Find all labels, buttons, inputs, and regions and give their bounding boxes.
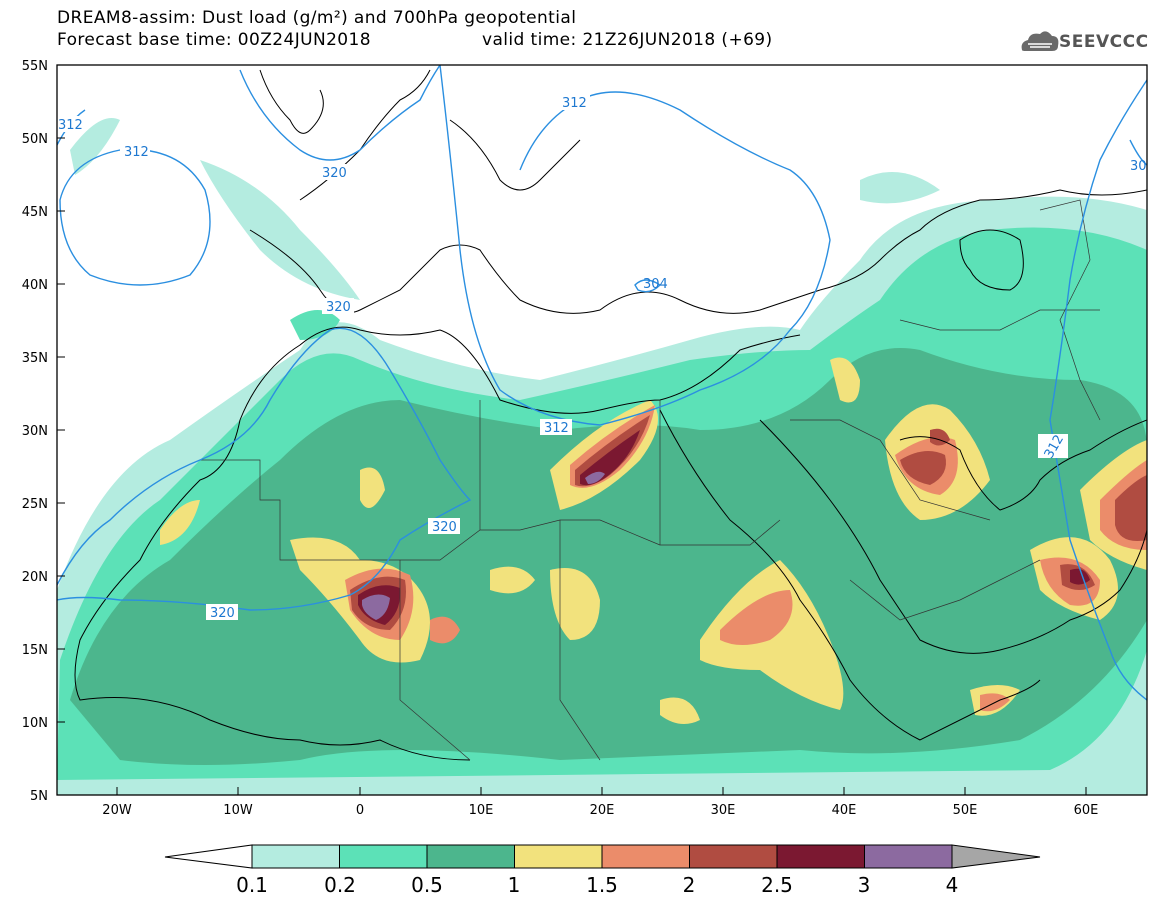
valid-time: valid time: 21Z26JUN2018 (+69) bbox=[482, 30, 773, 50]
colorbar-cell bbox=[426, 844, 515, 869]
lon-ticks bbox=[116, 787, 1087, 795]
lon-labels: 20W 10W 0 10E 20E 30E 40E 50E 60E bbox=[102, 803, 1098, 818]
colorbar-label: 2.5 bbox=[761, 873, 793, 897]
lat-label: 50N bbox=[22, 132, 48, 147]
colorbar-cell bbox=[339, 844, 428, 869]
colorbar-cell bbox=[251, 844, 340, 869]
colorbar-cell bbox=[776, 844, 865, 869]
logo-text: SEEVCCC bbox=[1059, 32, 1149, 52]
lat-label: 20N bbox=[22, 570, 48, 585]
contour-label: 320 bbox=[432, 520, 457, 535]
borders bbox=[200, 199, 1101, 761]
cloud-logo-icon bbox=[1021, 31, 1059, 51]
lat-label: 10N bbox=[22, 716, 48, 731]
lon-label: 10W bbox=[223, 803, 253, 818]
title-line-1: DREAM8-assim: Dust load (g/m²) and 700hP… bbox=[57, 8, 577, 28]
lat-label: 55N bbox=[22, 59, 48, 74]
lon-label: 40E bbox=[832, 803, 857, 818]
colorbar-low-arrow bbox=[164, 844, 253, 869]
lat-labels: 55N 50N 45N 40N 35N 30N 25N 20N 15N 10N … bbox=[22, 59, 48, 804]
colorbar: 0.1 0.2 0.5 1 1.5 2 2.5 3 4 bbox=[164, 844, 1041, 897]
contour-label: 30 bbox=[1130, 159, 1147, 174]
colorbar-label: 1.5 bbox=[586, 873, 618, 897]
colorbar-label: 0.5 bbox=[411, 873, 443, 897]
lon-label: 20W bbox=[102, 803, 132, 818]
contour-label: 320 bbox=[210, 606, 235, 621]
lat-label: 30N bbox=[22, 424, 48, 439]
colorbar-labels: 0.1 0.2 0.5 1 1.5 2 2.5 3 4 bbox=[236, 873, 958, 897]
colorbar-label: 2 bbox=[683, 873, 696, 897]
colorbar-label: 0.2 bbox=[324, 873, 356, 897]
contour-label: 320 bbox=[326, 300, 351, 315]
colorbar-cell bbox=[689, 844, 778, 869]
contour-label: 304 bbox=[643, 277, 668, 292]
colorbar-cell bbox=[514, 844, 603, 869]
lat-label: 40N bbox=[22, 278, 48, 293]
lon-label: 20E bbox=[590, 803, 615, 818]
lat-label: 25N bbox=[22, 497, 48, 512]
dust-field bbox=[57, 65, 1147, 795]
title-line-2: Forecast base time: 00Z24JUN2018 bbox=[57, 30, 371, 50]
lon-label: 50E bbox=[953, 803, 978, 818]
colorbar-label: 1 bbox=[508, 873, 521, 897]
colorbar-cell bbox=[864, 844, 953, 869]
coastlines bbox=[74, 69, 1147, 761]
contour-label: 312 bbox=[124, 145, 149, 160]
lon-label: 0 bbox=[356, 803, 364, 818]
geopotential-contours bbox=[57, 65, 1147, 701]
lon-label: 60E bbox=[1074, 803, 1099, 818]
contour-label: 312 bbox=[562, 96, 587, 111]
colorbar-label: 3 bbox=[858, 873, 871, 897]
colorbar-label: 4 bbox=[946, 873, 959, 897]
lon-label: 30E bbox=[711, 803, 736, 818]
contour-label: 312 bbox=[58, 118, 83, 133]
contour-label: 320 bbox=[322, 166, 347, 181]
colorbar-cell bbox=[601, 844, 690, 869]
contour-label: 312 bbox=[544, 421, 569, 436]
lat-label: 35N bbox=[22, 351, 48, 366]
lat-ticks bbox=[57, 64, 65, 796]
lat-label: 15N bbox=[22, 643, 48, 658]
contour-labels: 312 312 320 312 304 320 312 312 320 320 … bbox=[55, 94, 1147, 621]
lat-label: 45N bbox=[22, 205, 48, 220]
lat-label: 5N bbox=[30, 789, 48, 804]
colorbar-label: 0.1 bbox=[236, 873, 268, 897]
colorbar-high-arrow bbox=[951, 844, 1041, 869]
lon-label: 10E bbox=[469, 803, 494, 818]
